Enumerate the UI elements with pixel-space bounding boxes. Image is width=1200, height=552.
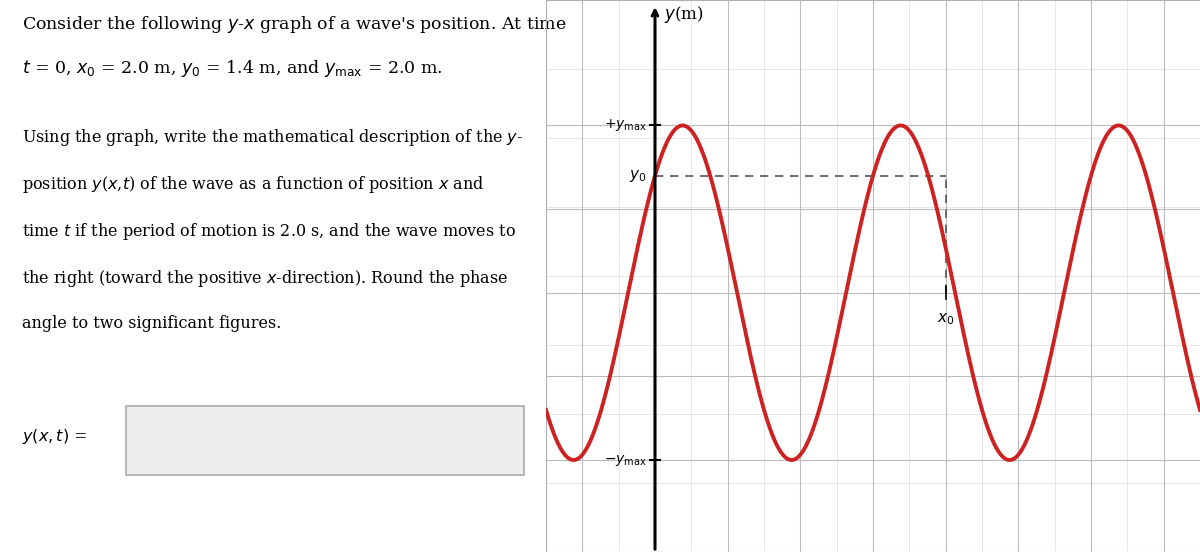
Text: $-y_{\mathrm{max}}$: $-y_{\mathrm{max}}$: [604, 453, 647, 468]
Text: position $y$($x$,$t$) of the wave as a function of position $x$ and: position $y$($x$,$t$) of the wave as a f…: [22, 174, 485, 195]
Text: $x_0$: $x_0$: [937, 311, 954, 327]
FancyBboxPatch shape: [126, 406, 524, 475]
Text: $t$ = 0, $x_0$ = 2.0 m, $y_0$ = 1.4 m, and $y_{\mathrm{max}}$ = 2.0 m.: $t$ = 0, $x_0$ = 2.0 m, $y_0$ = 1.4 m, a…: [22, 58, 443, 79]
Text: $y$(m): $y$(m): [664, 4, 703, 25]
Text: time $t$ if the period of motion is 2.0 s, and the wave moves to: time $t$ if the period of motion is 2.0 …: [22, 221, 516, 242]
Text: $+y_{\mathrm{max}}$: $+y_{\mathrm{max}}$: [604, 118, 647, 134]
Text: $y_0$: $y_0$: [629, 168, 647, 184]
Text: Using the graph, write the mathematical description of the $y$-: Using the graph, write the mathematical …: [22, 127, 523, 148]
Text: Consider the following $y$-$x$ graph of a wave's position. At time: Consider the following $y$-$x$ graph of …: [22, 14, 566, 35]
Text: angle to two significant figures.: angle to two significant figures.: [22, 315, 281, 332]
Text: $y(x,t)$ =: $y(x,t)$ =: [22, 427, 86, 445]
Text: the right (toward the positive $x$-direction). Round the phase: the right (toward the positive $x$-direc…: [22, 268, 508, 289]
